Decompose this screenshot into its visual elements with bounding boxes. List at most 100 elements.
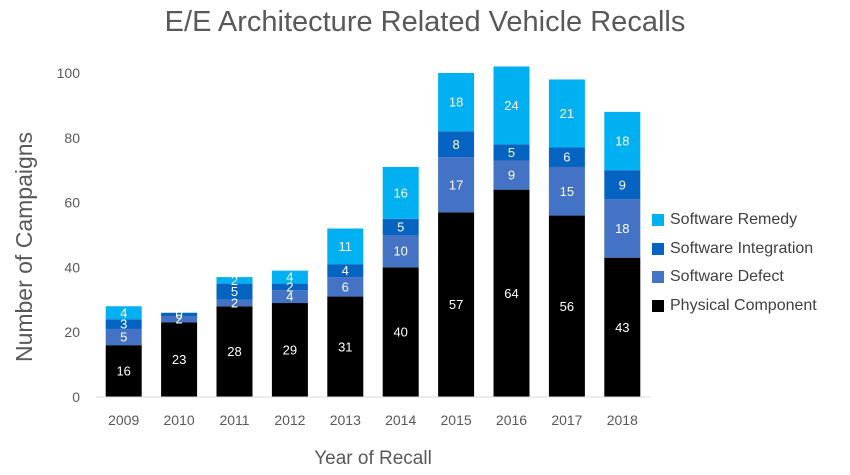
bar-software-remedy-2018	[604, 111, 641, 171]
bar-software-integration-2013	[327, 264, 364, 278]
legend-item-software-defect: Software Defect	[652, 263, 817, 292]
data-label-physical-component-2012: 29	[283, 343, 297, 358]
data-label-physical-component-2011: 28	[227, 344, 241, 359]
data-label-physical-component-2014: 40	[393, 325, 407, 340]
bar-physical-component-2014	[382, 267, 419, 397]
data-label-software-remedy-2017: 21	[560, 106, 574, 121]
bar-software-defect-2012	[271, 290, 308, 304]
y-tick-label-100: 100	[57, 65, 81, 81]
bar-software-integration-2017	[548, 147, 585, 167]
legend-item-software-remedy: Software Remedy	[652, 206, 817, 235]
legend-swatch	[652, 299, 664, 312]
data-label-software-integration-2013: 4	[342, 263, 349, 278]
data-label-software-defect-2014: 10	[393, 244, 407, 259]
data-label-software-integration-2018: 9	[619, 177, 626, 192]
bar-physical-component-2018	[604, 257, 641, 397]
bar-software-integration-2018	[604, 170, 641, 200]
data-label-software-remedy-2012: 4	[286, 270, 293, 285]
data-label-software-integration-2010: 0	[175, 307, 182, 322]
legend-label: Software Integration	[670, 239, 814, 257]
bar-physical-component-2017	[548, 215, 585, 397]
data-label-software-integration-2014: 5	[397, 219, 404, 234]
x-tick-label-2012: 2012	[274, 412, 305, 428]
bar-software-integration-2015	[438, 131, 475, 158]
chart-title: E/E Architecture Related Vehicle Recalls	[164, 6, 686, 38]
x-tick-label-2010: 2010	[164, 412, 195, 428]
data-label-software-remedy-2016: 24	[504, 98, 518, 113]
bar-software-defect-2014	[382, 235, 419, 268]
data-label-software-defect-2018: 18	[615, 221, 629, 236]
data-label-software-remedy-2018: 18	[615, 134, 629, 149]
bar-software-remedy-2015	[438, 73, 475, 132]
bar-physical-component-2009	[105, 345, 142, 397]
y-tick-label-80: 80	[64, 130, 80, 146]
data-label-software-integration-2016: 5	[508, 145, 515, 160]
data-label-software-integration-2009: 3	[120, 317, 127, 332]
bar-software-integration-2014	[382, 218, 419, 235]
data-label-physical-component-2018: 43	[615, 320, 629, 335]
bar-software-remedy-2013	[327, 228, 364, 265]
legend-item-software-integration: Software Integration	[652, 235, 817, 264]
bar-software-defect-2015	[438, 157, 475, 213]
data-label-software-integration-2012: 2	[286, 279, 293, 294]
data-label-software-remedy-2014: 16	[393, 185, 407, 200]
x-tick-label-2014: 2014	[385, 412, 416, 428]
y-tick-label-20: 20	[64, 324, 80, 340]
bar-software-remedy-2011	[216, 277, 253, 284]
data-label-physical-component-2016: 64	[504, 286, 518, 301]
x-tick-label-2009: 2009	[108, 412, 139, 428]
y-tick-label-40: 40	[64, 259, 80, 275]
bar-software-integration-2011	[216, 283, 253, 300]
x-tick-label-2018: 2018	[607, 412, 638, 428]
data-label-software-remedy-2013: 11	[339, 239, 353, 254]
bar-physical-component-2016	[493, 189, 530, 397]
x-tick-label-2013: 2013	[330, 412, 361, 428]
data-label-physical-component-2013: 31	[338, 339, 352, 354]
legend-swatch	[652, 242, 664, 255]
data-label-physical-component-2017: 56	[560, 299, 574, 314]
data-label-software-defect-2009: 5	[120, 330, 127, 345]
bar-software-integration-2009	[105, 319, 142, 329]
data-label-software-defect-2016: 9	[508, 168, 515, 183]
x-tick-label-2011: 2011	[219, 412, 249, 428]
bar-software-integration-2010	[161, 312, 198, 316]
data-label-software-remedy-2011: 2	[231, 273, 238, 288]
bar-physical-component-2015	[438, 212, 475, 397]
x-axis-title: Year of Recall	[314, 448, 432, 469]
bar-software-defect-2009	[105, 328, 142, 346]
x-axis-ticks: 2009 2010 2011 2012 2013 2014 2015 2016 2017 2018	[108, 412, 638, 428]
data-label-software-defect-2013: 6	[342, 279, 349, 294]
bar-software-defect-2018	[604, 199, 641, 258]
bar-software-remedy-2014	[382, 166, 419, 219]
data-label-software-defect-2017: 15	[560, 184, 574, 199]
legend: Software Remedy Software Integration Softw…	[652, 206, 817, 320]
data-label-software-defect-2015: 17	[449, 177, 463, 192]
data-labels-layer: 1653423202825229424316411401051657178186…	[116, 95, 629, 379]
data-label-software-defect-2010: 2	[175, 312, 182, 327]
bar-physical-component-2010	[161, 322, 198, 397]
legend-label: Software Defect	[670, 268, 784, 286]
x-tick-label-2016: 2016	[496, 412, 527, 428]
y-axis-title: Number of Campaigns	[11, 132, 37, 362]
bar-software-remedy-2012	[271, 270, 308, 284]
legend-label: Software Remedy	[670, 211, 798, 229]
data-label-software-defect-2012: 4	[286, 289, 293, 304]
x-tick-label-2015: 2015	[441, 412, 472, 428]
legend-item-physical-component: Physical Component	[652, 292, 817, 321]
x-tick-label-2017: 2017	[551, 412, 582, 428]
bar-software-integration-2016	[493, 144, 530, 161]
data-label-software-integration-2015: 8	[452, 137, 459, 152]
bar-software-defect-2013	[327, 277, 364, 297]
y-tick-label-60: 60	[64, 195, 80, 211]
bar-software-defect-2011	[216, 299, 253, 307]
y-tick-label-0: 0	[72, 389, 80, 405]
legend-label: Physical Component	[670, 296, 817, 314]
bar-software-remedy-2009	[105, 306, 142, 320]
data-label-software-remedy-2009: 4	[120, 305, 127, 320]
bar-software-defect-2017	[548, 166, 585, 216]
bar-software-remedy-2016	[493, 66, 530, 145]
bar-software-integration-2012	[271, 283, 308, 291]
data-label-software-defect-2011: 2	[231, 296, 238, 311]
y-axis-ticks: 0 20 40 60 80 100	[57, 65, 81, 405]
